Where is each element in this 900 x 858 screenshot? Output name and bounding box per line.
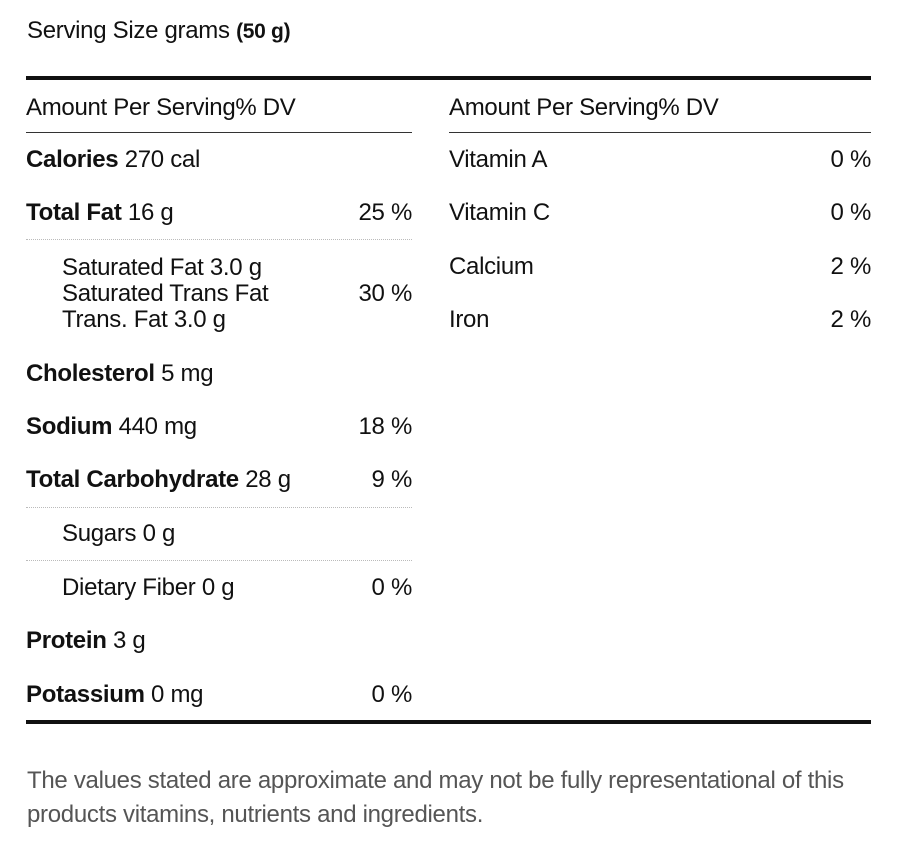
row-saturated-fat: Saturated Fat 3.0 g Saturated Trans Fat …: [26, 240, 412, 347]
row-sugars: Sugars 0 g: [26, 508, 412, 561]
vitamin-dv: 2 %: [830, 252, 872, 280]
bottom-rule: [26, 720, 871, 724]
serving-size-label: Serving Size grams: [27, 17, 230, 44]
nutrient-name: Sugars 0 g: [62, 519, 176, 547]
nutrient-amount: 28 g: [245, 466, 291, 494]
nutrient-name: Calories: [26, 145, 119, 173]
nutrient-dv: 25 %: [358, 198, 412, 226]
row-calcium: Calcium 2 %: [449, 240, 871, 294]
row-potassium: Potassium 0 mg 0 %: [26, 668, 412, 722]
nutrients-column: Amount Per Serving% DV Calories 270 cal …: [26, 80, 412, 722]
row-iron: Iron 2 %: [449, 294, 871, 348]
left-column-header: Amount Per Serving% DV: [26, 80, 412, 133]
nutrient-amount: 0 mg: [151, 680, 204, 708]
nutrient-name: Total Fat: [26, 198, 122, 226]
serving-size: Serving Size grams (50 g): [27, 17, 291, 45]
row-total-carbohydrate: Total Carbohydrate 28 g 9 %: [26, 454, 412, 508]
row-total-fat: Total Fat 16 g 25 %: [26, 187, 412, 240]
vitamin-name: Iron: [449, 306, 490, 334]
row-calories: Calories 270 cal: [26, 133, 412, 187]
nutrient-dv: 0 %: [371, 573, 413, 601]
vitamin-name: Calcium: [449, 252, 534, 280]
nutrient-name: Total Carbohydrate: [26, 466, 239, 494]
nutrient-amount: 5 mg: [161, 359, 214, 387]
vitamin-dv: 0 %: [830, 199, 872, 227]
serving-size-value: (50 g): [236, 20, 291, 43]
row-sodium: Sodium 440 mg 18 %: [26, 401, 412, 455]
trans-fat-line: Trans. Fat 3.0 g: [62, 305, 226, 333]
nutrient-name: Dietary Fiber 0 g: [62, 573, 235, 601]
right-column-header: Amount Per Serving% DV: [449, 80, 871, 133]
row-vitamin-a: Vitamin A 0 %: [449, 133, 871, 187]
nutrient-name: Protein: [26, 627, 107, 655]
nutrient-amount: 270 cal: [124, 145, 201, 173]
row-cholesterol: Cholesterol 5 mg: [26, 347, 412, 401]
vitamin-name: Vitamin A: [449, 145, 548, 173]
top-rule: [26, 76, 871, 80]
vitamin-dv: 2 %: [830, 306, 872, 334]
saturated-fat-line: Saturated Fat 3.0 g: [62, 253, 262, 281]
vitamins-column: Amount Per Serving% DV Vitamin A 0 % Vit…: [449, 80, 871, 347]
disclaimer-footnote: The values stated are approximate and ma…: [27, 767, 844, 828]
nutrient-dv: 18 %: [358, 413, 412, 441]
nutrient-name: Cholesterol: [26, 359, 155, 387]
nutrient-name: Potassium: [26, 680, 145, 708]
row-protein: Protein 3 g: [26, 615, 412, 669]
nutrient-dv: 0 %: [371, 680, 413, 708]
nutrient-amount: 440 mg: [118, 413, 198, 441]
saturated-trans-fat-line: Saturated Trans Fat: [62, 279, 269, 307]
nutrient-dv: 30 %: [358, 279, 412, 307]
saturated-fat-lines: Saturated Fat 3.0 g Saturated Trans Fat …: [26, 253, 269, 333]
nutrient-name: Sodium: [26, 413, 113, 441]
row-dietary-fiber: Dietary Fiber 0 g 0 %: [26, 561, 412, 615]
row-vitamin-c: Vitamin C 0 %: [449, 187, 871, 241]
nutrient-amount: 3 g: [112, 627, 146, 655]
vitamin-dv: 0 %: [830, 145, 872, 173]
vitamin-name: Vitamin C: [449, 199, 550, 227]
nutrient-amount: 16 g: [127, 198, 174, 226]
nutrient-dv: 9 %: [371, 466, 413, 494]
